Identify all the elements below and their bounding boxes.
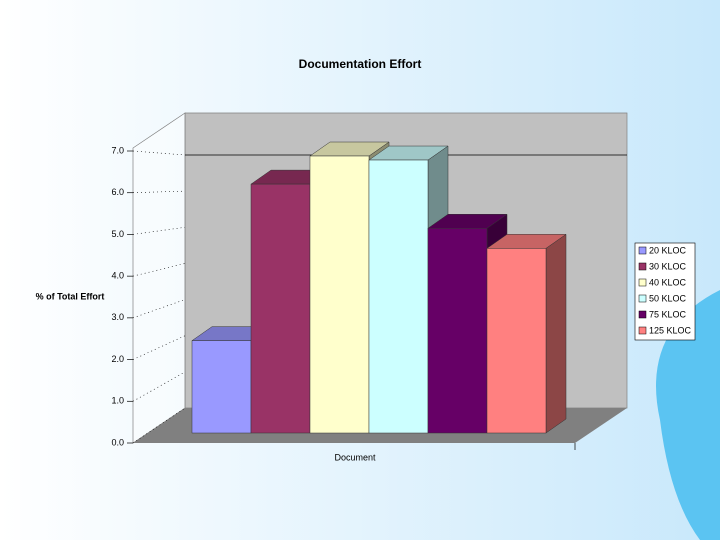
grid-line xyxy=(132,150,186,156)
legend-swatch xyxy=(638,246,647,255)
x-tick-label: Document xyxy=(334,452,376,462)
legend-label: 30 KLOC xyxy=(649,261,687,271)
grid-line xyxy=(132,263,186,277)
legend-label: 40 KLOC xyxy=(649,277,687,287)
bar xyxy=(309,155,370,434)
y-tick-label: 5.0 xyxy=(111,229,124,239)
legend-swatch xyxy=(638,294,647,303)
y-axis-label: % of Total Effort xyxy=(36,291,105,301)
legend-swatch xyxy=(638,326,647,335)
legend-label: 75 KLOC xyxy=(649,309,687,319)
bar-side xyxy=(545,233,567,434)
y-tick-label: 4.0 xyxy=(111,271,124,281)
y-tick-label: 7.0 xyxy=(111,145,124,155)
y-tick-label: 1.0 xyxy=(111,396,124,406)
bar xyxy=(368,159,429,434)
grid-line xyxy=(132,226,186,235)
y-tick-label: 0.0 xyxy=(111,437,124,447)
grid-line xyxy=(132,407,186,444)
bar xyxy=(486,248,547,434)
legend-label: 50 KLOC xyxy=(649,293,687,303)
bar xyxy=(427,228,488,434)
legend-swatch xyxy=(638,262,647,271)
legend-box xyxy=(634,242,696,341)
legend-label: 125 KLOC xyxy=(649,325,692,335)
grid-line xyxy=(132,190,186,194)
bar xyxy=(191,340,252,434)
y-tick-label: 3.0 xyxy=(111,312,124,322)
y-tick-label: 6.0 xyxy=(111,187,124,197)
bar xyxy=(250,183,311,434)
grid-line xyxy=(132,335,186,360)
legend-swatch xyxy=(638,278,647,287)
legend-swatch xyxy=(638,310,647,319)
decor-curve xyxy=(656,290,720,540)
chart-title: Documentation Effort xyxy=(299,57,422,71)
legend-label: 20 KLOC xyxy=(649,245,687,255)
side-wall xyxy=(132,112,186,444)
y-tick-label: 2.0 xyxy=(111,354,124,364)
